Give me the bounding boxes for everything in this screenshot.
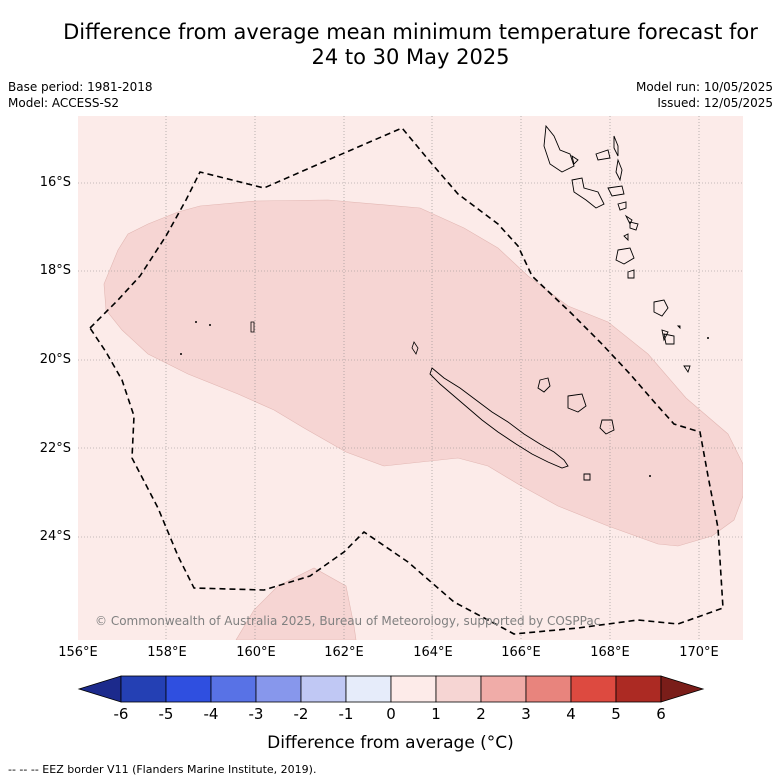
small-islet-3	[180, 353, 182, 355]
shepherd-islet	[623, 233, 629, 242]
eez-border	[88, 127, 724, 635]
efate-island	[629, 221, 639, 231]
warm-anomaly-region-south	[235, 567, 357, 640]
title-line-2: 24 to 30 May 2025	[311, 45, 510, 69]
lon-label-162: 162°E	[324, 645, 364, 660]
lat-label-16: 16°S	[39, 175, 71, 190]
chesterfield-islet	[250, 321, 255, 333]
ambae-island	[595, 149, 611, 161]
colorbar-extension-high	[660, 675, 705, 703]
lon-label-166: 166°E	[501, 645, 541, 660]
colorbar-segment	[570, 675, 617, 703]
colorbar-segment	[120, 675, 167, 703]
colorbar-segment	[525, 675, 572, 703]
vanuatu-islands	[543, 124, 691, 374]
lon-label-164: 164°E	[413, 645, 453, 660]
belep-islands	[411, 341, 419, 355]
small-islet-4	[649, 475, 651, 477]
colorbar-extension-low	[77, 675, 122, 703]
lat-label-20: 20°S	[39, 352, 71, 367]
colorbar-tick-label: 3	[521, 705, 531, 723]
hunter-island	[661, 329, 669, 342]
colorbar-tick-label: -1	[338, 705, 354, 723]
colorbar-segment	[165, 675, 212, 703]
colorbar-title: Difference from average (°C)	[267, 733, 514, 753]
mare-island	[599, 419, 615, 435]
ouvea-island	[537, 377, 551, 393]
colorbar-tick-label: -5	[158, 705, 174, 723]
base-period: Base period: 1981-2018	[8, 80, 153, 94]
colorbar-tick-label: -6	[113, 705, 129, 723]
maewo-island	[613, 135, 619, 157]
colorbar-tick-label: -2	[293, 705, 309, 723]
map-title: Difference from average mean minimum tem…	[40, 20, 781, 70]
isle-of-pines	[583, 473, 591, 481]
model-name: Model: ACCESS-S2	[8, 96, 120, 110]
colorbar-tick-label: 5	[611, 705, 621, 723]
title-line-1: Difference from average mean minimum tem…	[63, 20, 758, 44]
ambrym-island	[607, 185, 625, 197]
colorbar-tick-label: 6	[656, 705, 666, 723]
lat-label-24: 24°S	[39, 529, 71, 544]
espiritu-santo-island	[543, 124, 575, 173]
colorbar-tick-label: -3	[248, 705, 264, 723]
colorbar-segment	[480, 675, 527, 703]
colorbar-segment	[615, 675, 662, 703]
colorbar-segment	[435, 675, 482, 703]
walpole-island	[683, 365, 691, 374]
colorbar-segment	[300, 675, 347, 703]
colorbar-tick-label: -4	[203, 705, 219, 723]
meta-left: Base period: 1981-2018 Model: ACCESS-S2	[8, 79, 153, 111]
map-panel	[78, 116, 743, 640]
lifou-island	[567, 393, 587, 413]
epi-island	[617, 201, 627, 211]
small-islet-5	[707, 337, 709, 339]
matthew-island	[663, 333, 675, 345]
lon-label-170: 170°E	[679, 645, 719, 660]
colorbar-segment	[345, 675, 392, 703]
issued-date: Issued: 12/05/2025	[657, 96, 773, 110]
lon-label-156: 156°E	[58, 645, 98, 660]
colorbar-segment	[210, 675, 257, 703]
colorbar-tick-label: 4	[566, 705, 576, 723]
colorbar-segment	[390, 675, 437, 703]
lon-label-168: 168°E	[590, 645, 630, 660]
lat-label-18: 18°S	[39, 263, 71, 278]
tanna-island	[627, 269, 635, 279]
colorbar-tick-label: 0	[386, 705, 396, 723]
gridlines	[78, 116, 743, 640]
colorbar	[77, 675, 705, 703]
erromango-island	[615, 247, 635, 265]
pentecost-island	[615, 158, 623, 182]
meta-right: Model run: 10/05/2025 Issued: 12/05/2025	[636, 79, 773, 111]
colorbar-tick-label: 2	[476, 705, 486, 723]
eez-footnote: -- -- -- EEZ border V11 (Flanders Marine…	[8, 763, 317, 776]
ceva-islet	[676, 325, 681, 330]
colorbar-tick-label: 1	[431, 705, 441, 723]
small-islet-1	[195, 321, 197, 323]
small-islet-2	[209, 324, 211, 326]
model-run: Model run: 10/05/2025	[635, 80, 773, 94]
warm-anomaly-region	[103, 199, 743, 547]
lon-label-160: 160°E	[236, 645, 276, 660]
new-caledonia-mainland	[429, 367, 569, 469]
colorbar-segments	[77, 675, 705, 703]
aneityum-island	[653, 299, 669, 317]
lat-label-22: 22°S	[39, 441, 71, 456]
malekula-island	[571, 177, 605, 209]
lon-label-158: 158°E	[147, 645, 187, 660]
copyright-notice: © Commonwealth of Australia 2025, Bureau…	[95, 614, 601, 628]
colorbar-segment	[255, 675, 302, 703]
malo-island	[571, 154, 579, 165]
